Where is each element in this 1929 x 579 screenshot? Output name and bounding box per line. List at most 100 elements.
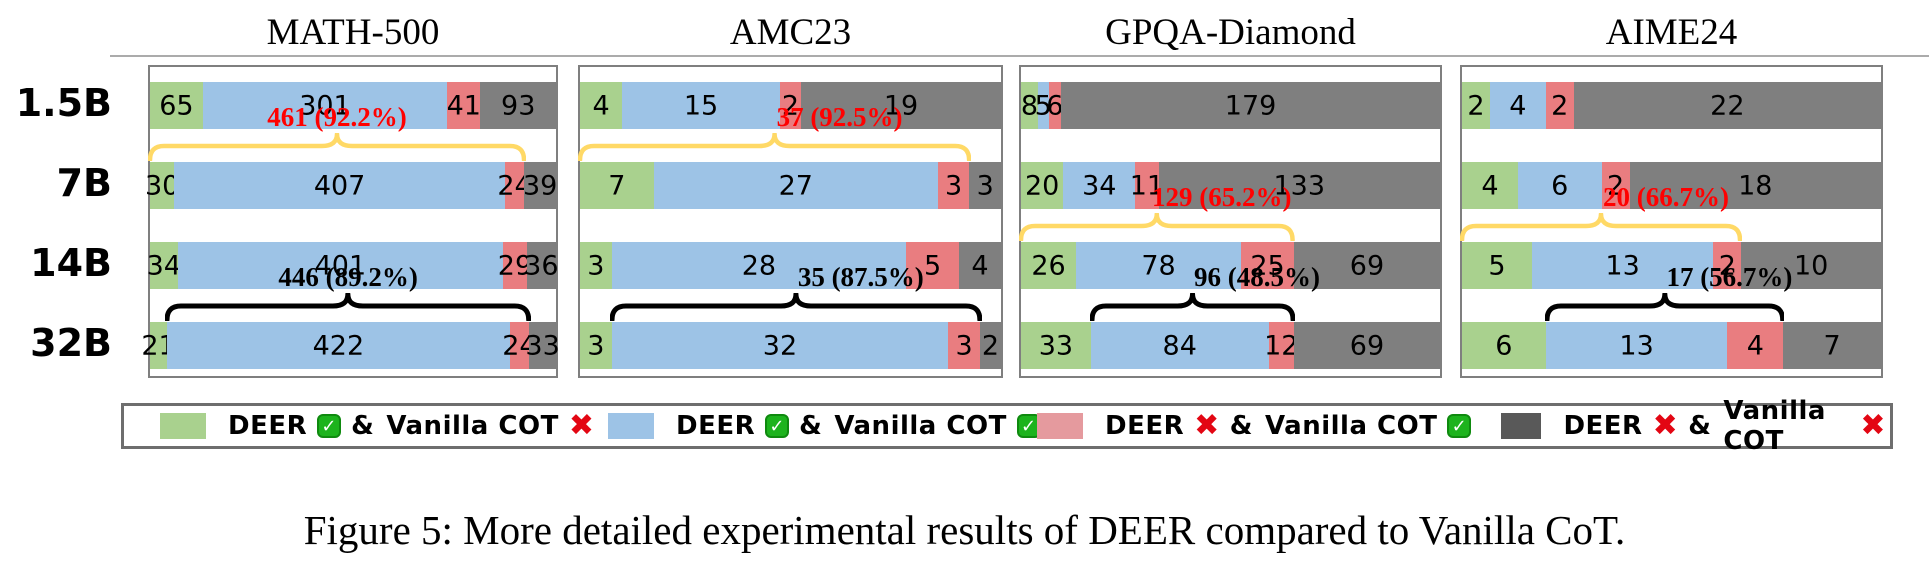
- panel-title-gpqa-diamond: GPQA-Diamond: [1105, 12, 1356, 53]
- bar-value: 7: [1823, 330, 1841, 361]
- row-label-32b: 32B: [30, 321, 112, 365]
- bar-segment-gray: 7: [1783, 322, 1881, 369]
- bar-segment-green: 4: [1462, 162, 1518, 209]
- bar-value: 13: [1605, 250, 1640, 281]
- bar-value: 34: [146, 250, 181, 281]
- bar-value: 10: [1793, 250, 1829, 281]
- bar-value: 4: [1746, 330, 1764, 361]
- bar-segment-green: 3: [580, 322, 612, 369]
- panel-math-500: 65 301 41 93 30 407 24 39 34 401 29 36 21 422 24 33: [141, 65, 560, 378]
- brace-label: 17 (56.7%): [1666, 262, 1793, 292]
- row-label-1-5b: 1.5B: [15, 81, 112, 125]
- bar-segment-red: 12: [1264, 322, 1298, 369]
- bar-value: 13: [1619, 330, 1654, 361]
- bar-value: 33: [1038, 330, 1074, 361]
- bar-value: 422: [312, 330, 365, 361]
- legend-word-vanilla-cot: Vanilla COT: [386, 411, 559, 441]
- legend: DEER ✓ & Vanilla COT ✖ DEER ✓ & Vanilla COT ✓ DEER…: [121, 396, 1893, 456]
- bar-value: 2: [1718, 250, 1736, 281]
- legend-entry: DEER ✓ & Vanilla COT ✓: [608, 411, 1045, 441]
- bar-value: 3: [587, 250, 605, 281]
- bar-value: 6: [1495, 330, 1513, 361]
- bar-segment-gray: 33: [525, 322, 560, 369]
- bar-value: 25: [1250, 250, 1285, 281]
- legend-label: DEER ✓ & Vanilla COT ✓: [670, 411, 1045, 441]
- cross-icon: ✖: [1860, 408, 1886, 443]
- bar-segment-blue: 6: [1517, 162, 1602, 209]
- bar-segment-red: 3: [948, 322, 980, 369]
- bar-segment-red: 25: [1241, 242, 1294, 289]
- bar-value: 2: [1551, 90, 1569, 121]
- bar-segment-red: 11: [1130, 162, 1164, 209]
- bar-value: 93: [501, 90, 536, 121]
- bar-row-32b: 6 13 4 7: [1462, 322, 1881, 369]
- row-label-7b: 7B: [56, 161, 112, 205]
- brace-label: 96 (48.5%): [1194, 262, 1321, 292]
- bar-segment-gray: 133: [1158, 162, 1440, 209]
- bar-segment-green: 30: [145, 162, 179, 209]
- bar-segment-red: 5: [906, 242, 959, 289]
- row-label-14b: 14B: [30, 241, 112, 285]
- bar-segment-gray: 2: [979, 322, 1001, 369]
- bar-value: 39: [522, 170, 558, 201]
- bar-value: 301: [299, 90, 351, 121]
- figure-caption: Figure 5: More detailed experimental res…: [303, 507, 1626, 553]
- legend-ampersand: &: [1688, 411, 1712, 441]
- bar-segment-gray: 22: [1573, 82, 1881, 129]
- cross-icon: ✖: [1194, 408, 1220, 443]
- brace-label: 35 (87.5%): [797, 262, 924, 292]
- bar-value: 12: [1264, 330, 1299, 361]
- bar-value: 2: [1467, 90, 1485, 121]
- bar-value: 84: [1162, 330, 1197, 361]
- title-underline: [110, 55, 1929, 57]
- bar-segment-gray: 4: [958, 242, 1001, 289]
- bar-segment-red: 41: [446, 82, 481, 129]
- bar-segment-gray: 179: [1061, 82, 1440, 129]
- yellow-brace: [1460, 213, 1742, 241]
- brace-label: 37 (92.5%): [776, 102, 903, 132]
- bar-segment-blue: 13: [1531, 242, 1714, 289]
- bar-value: 2: [981, 330, 1000, 361]
- bar-segment-green: 34: [146, 242, 181, 289]
- black-brace: [1089, 293, 1295, 321]
- bar-value: 32: [762, 330, 798, 361]
- bar-segment-red: 6: [1046, 82, 1063, 129]
- bar-value: 401: [314, 250, 367, 281]
- check-icon: ✓: [1447, 414, 1472, 438]
- bar-segment-green: 33: [1021, 322, 1091, 369]
- bar-value: 26: [1031, 250, 1066, 281]
- bar-row-14b: 5 13 2 10: [1462, 242, 1881, 289]
- legend-label: DEER ✖ & Vanilla COT ✖: [1557, 396, 1890, 456]
- black-brace: [165, 293, 531, 321]
- legend-swatch-legend_red: [1037, 413, 1083, 439]
- bar-segment-green: 2: [1462, 82, 1490, 129]
- bar-segment-green: 21: [141, 322, 176, 369]
- bar-value: 78: [1141, 250, 1176, 281]
- black-brace: [609, 293, 982, 321]
- bar-segment-green: 26: [1021, 242, 1077, 289]
- panel-title-math-500: MATH-500: [266, 12, 440, 53]
- legend-word-deer: DEER: [228, 411, 308, 441]
- bar-segment-gray: 93: [480, 82, 556, 129]
- bar-value: 5: [1034, 90, 1052, 121]
- bar-row-32b: 21 422 24 33: [141, 322, 560, 369]
- yellow-brace: [148, 133, 527, 161]
- cross-icon: ✖: [1652, 408, 1679, 443]
- legend-ampersand: &: [799, 411, 823, 441]
- bar-segment-blue: 5: [1034, 82, 1052, 129]
- bar-value: 179: [1224, 90, 1277, 121]
- panel-title-aime24: AIME24: [1605, 12, 1738, 53]
- bar-segment-red: 29: [498, 242, 532, 289]
- bar-value: 5: [1488, 250, 1506, 281]
- bar-value: 20: [1024, 170, 1060, 201]
- bar-value: 41: [446, 90, 481, 121]
- bar-value: 133: [1273, 170, 1326, 201]
- bar-value: 28: [741, 250, 777, 281]
- legend-word-deer: DEER: [676, 411, 756, 441]
- cross-icon: ✖: [568, 408, 595, 443]
- bar-value: 65: [159, 90, 194, 121]
- legend-word-vanilla-cot: Vanilla COT: [1723, 396, 1826, 456]
- bar-value: 18: [1738, 170, 1773, 201]
- bar-value: 11: [1129, 170, 1165, 201]
